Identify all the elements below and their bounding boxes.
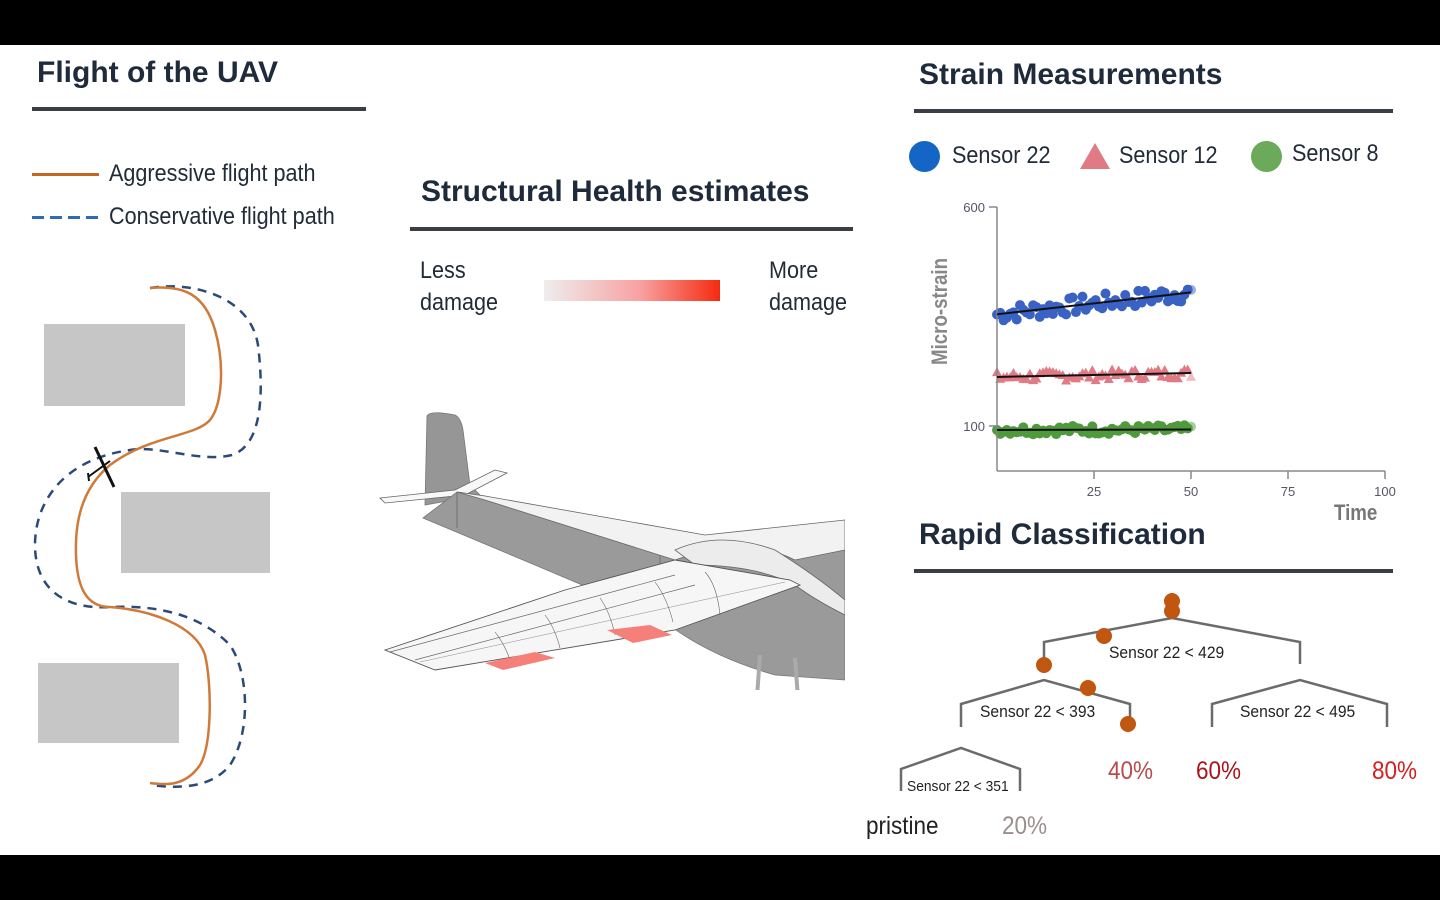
- obstacle-1: [44, 324, 185, 406]
- x-tick-50: 50: [1184, 484, 1198, 499]
- strain-scatter-points: [992, 284, 1196, 440]
- strain-legend: Sensor 22 Sensor 12 Sensor 8: [908, 139, 1408, 173]
- strain-title: Strain Measurements: [919, 58, 1223, 91]
- sensor-8-circle-icon: [1251, 141, 1282, 172]
- y-tick-100: 100: [963, 419, 985, 434]
- less-damage-line2: damage: [420, 289, 499, 316]
- sensor-12-triangle-icon: [1080, 143, 1110, 169]
- leaf-80: 80%: [1372, 757, 1418, 785]
- strain-title-rule: [914, 109, 1393, 113]
- damage-patch-outboard: [485, 652, 555, 670]
- legend-sensor-12: Sensor 12: [1119, 142, 1218, 169]
- less-damage-line1: Less: [420, 257, 466, 284]
- x-tick-25: 25: [1087, 484, 1101, 499]
- health-title: Structural Health estimates: [421, 175, 810, 208]
- legend-conservative-label: Conservative flight path: [109, 203, 335, 230]
- conservative-flight-path: [33, 285, 262, 788]
- flight-map: [33, 285, 270, 788]
- flight-legend: Aggressive flight path Conservative flig…: [32, 160, 372, 230]
- aggressive-flight-path: [74, 286, 223, 786]
- legend-sensor-22: Sensor 22: [952, 142, 1051, 169]
- obstacle-3: [38, 663, 179, 743]
- horizontal-stabilizer: [379, 469, 509, 504]
- tree-node-root: Sensor 22 < 429: [1109, 643, 1225, 662]
- leaf-40: 40%: [1108, 757, 1154, 785]
- flight-title-rule: [32, 107, 366, 111]
- more-damage-line1: More: [769, 257, 819, 284]
- more-damage-label: More damage: [769, 255, 847, 319]
- strain-chart: 600 100 25 50 75 100: [963, 200, 1396, 499]
- leaf-20: 20%: [1002, 812, 1048, 840]
- uav-icon: [87, 446, 116, 488]
- flight-title: Flight of the UAV: [37, 56, 279, 89]
- aggressive-line-swatch-icon: [32, 173, 99, 176]
- legend-aggressive-label: Aggressive flight path: [109, 160, 316, 187]
- x-tick-100: 100: [1374, 484, 1396, 499]
- sensor-22-circle-icon: [909, 141, 940, 172]
- damage-patch-inboard: [607, 625, 672, 643]
- tree-path-markers: [1036, 593, 1180, 732]
- vertical-tail: [424, 412, 481, 506]
- obstacle-2: [121, 492, 270, 573]
- classification-title-rule: [914, 569, 1393, 573]
- tree-node-left: Sensor 22 < 393: [980, 702, 1096, 721]
- less-damage-label: Less damage: [420, 255, 498, 319]
- canopy: [674, 539, 845, 616]
- y-tick-600: 600: [963, 200, 985, 215]
- legend-sensor-8: Sensor 8: [1292, 140, 1379, 167]
- classification-title: Rapid Classification: [919, 518, 1206, 551]
- conservative-line-swatch-icon: [32, 216, 99, 219]
- more-damage-line2: damage: [769, 289, 848, 316]
- damage-gradient-scale: [544, 280, 720, 301]
- aircraft-model: [379, 412, 845, 690]
- leaf-pristine: pristine: [866, 812, 939, 840]
- x-axis-label: Time: [1334, 500, 1378, 525]
- tree-node-right: Sensor 22 < 495: [1240, 702, 1356, 721]
- x-tick-75: 75: [1281, 484, 1295, 499]
- strain-trend-lines: [996, 291, 1192, 431]
- tree-node-left-left: Sensor 22 < 351: [907, 778, 1009, 795]
- slide: Flight of the UAV Aggressive flight path…: [0, 45, 1440, 855]
- main-wing: [383, 559, 802, 671]
- health-title-rule: [410, 227, 853, 231]
- leaf-60: 60%: [1196, 757, 1242, 785]
- decision-tree: [899, 593, 1389, 791]
